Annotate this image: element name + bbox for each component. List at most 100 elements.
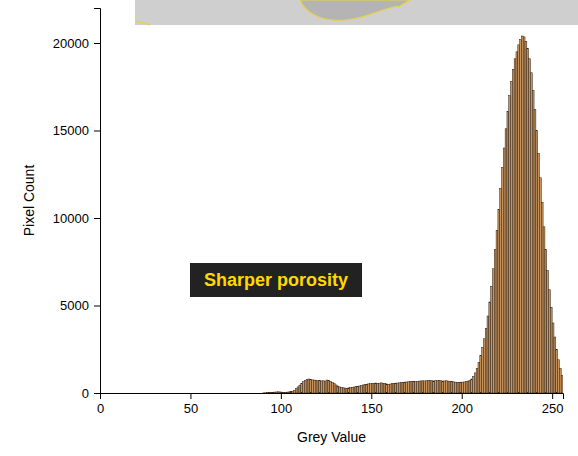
histogram-bar: [417, 381, 419, 393]
y-axis-tick-label: 20000: [53, 36, 89, 51]
histogram-bar: [180, 393, 182, 394]
histogram-bar: [539, 178, 541, 393]
histogram-bar: [438, 380, 440, 393]
histogram-bar: [313, 380, 315, 393]
histogram-bar: [277, 392, 279, 393]
histogram-bar: [248, 393, 250, 394]
histogram-bar: [140, 393, 142, 394]
histogram-bar: [467, 381, 469, 393]
histogram-bar: [480, 355, 482, 393]
histogram-bar: [133, 393, 135, 394]
histogram-bar: [464, 382, 466, 393]
histogram-bar: [339, 387, 341, 393]
histogram-bar: [487, 316, 489, 393]
y-axis-tick: 5000: [60, 298, 100, 313]
histogram-bar: [196, 393, 198, 394]
histogram-bar: [120, 393, 122, 394]
x-axis-tick-mark: [190, 393, 191, 399]
histogram-bar: [330, 381, 332, 393]
histogram-bar: [207, 393, 209, 394]
y-axis-title: Pixel Count: [21, 165, 37, 237]
histogram-bar: [471, 379, 473, 393]
histogram-bar: [364, 385, 366, 393]
histogram-bar: [172, 393, 174, 394]
histogram-bar: [152, 393, 154, 394]
x-axis-tick-label: 250: [542, 401, 564, 416]
histogram-bar: [147, 393, 149, 394]
histogram-bar: [541, 202, 543, 393]
histogram-bar: [283, 392, 285, 393]
histogram-bar: [402, 382, 404, 393]
histogram-bar: [236, 393, 238, 394]
histogram-bar: [388, 384, 390, 393]
histogram-bar: [219, 393, 221, 394]
histogram-bar: [145, 393, 147, 394]
histogram-bar: [203, 393, 205, 394]
image-strip: [135, 0, 578, 25]
x-axis-title: Grey Value: [297, 429, 366, 445]
x-axis-tick-mark: [462, 393, 463, 399]
histogram-bar: [503, 148, 505, 393]
histogram-bar: [218, 393, 220, 394]
histogram-bar: [502, 167, 504, 393]
histogram-bar: [321, 381, 323, 393]
histogram-bar: [228, 393, 230, 394]
histogram-bar: [516, 52, 518, 393]
histogram-bar: [435, 381, 437, 393]
histogram-bar: [256, 393, 258, 394]
y-axis-tick-label: 10000: [53, 211, 89, 226]
histogram-bar: [245, 393, 247, 394]
image-strip-shape: [300, 0, 410, 20]
histogram-bar: [308, 379, 310, 393]
histogram-bar: [462, 382, 464, 393]
histogram-bar: [353, 387, 355, 393]
histogram-bar: [261, 393, 263, 394]
y-axis-tick-mark: [94, 131, 100, 132]
histogram-bar: [529, 59, 531, 393]
histogram-bar: [114, 393, 116, 394]
histogram-bar: [335, 385, 337, 393]
histogram-bar: [230, 393, 232, 394]
histogram-bar: [167, 393, 169, 394]
histogram-bar: [169, 393, 171, 394]
histogram-bar: [223, 393, 225, 394]
histogram-bar: [500, 188, 502, 393]
histogram-bar: [384, 384, 386, 393]
histogram-bar: [523, 37, 525, 393]
y-axis-tick: 0: [82, 386, 100, 401]
histogram-bar: [174, 393, 176, 394]
histogram-bar: [124, 393, 126, 394]
x-axis-tick-mark: [281, 393, 282, 399]
histogram-bar: [315, 380, 317, 393]
histogram-bar: [265, 392, 267, 393]
annotation-box: [190, 263, 362, 297]
histogram-bar: [558, 360, 560, 393]
histogram-bar: [105, 393, 107, 394]
image-strip-edge: [135, 21, 150, 25]
histogram-bar: [489, 302, 491, 393]
x-axis-tick-label: 0: [97, 401, 104, 416]
histogram-bar: [205, 393, 207, 394]
histogram-bar: [406, 382, 408, 393]
histogram-bar: [355, 387, 357, 393]
histogram-bar: [498, 209, 500, 393]
x-axis-tick-mark: [552, 393, 553, 399]
histogram-bar: [297, 387, 299, 393]
chart: 05010015020025005000100001500020000Grey …: [0, 0, 578, 456]
histogram-bar: [252, 393, 254, 394]
x-axis-tick-label: 50: [184, 401, 198, 416]
histogram-bar: [310, 379, 312, 393]
histogram-bar: [561, 376, 563, 394]
histogram-bar: [342, 388, 344, 393]
histogram-bar: [453, 382, 455, 393]
histogram-bar: [299, 385, 301, 393]
histogram-bar: [243, 393, 245, 394]
histogram-bar: [359, 386, 361, 393]
histogram-bar: [456, 383, 458, 394]
histogram-bar: [368, 384, 370, 393]
y-axis-tick: 10000: [53, 211, 100, 226]
histogram-bar: [198, 393, 200, 394]
histogram-bar: [275, 392, 277, 393]
histogram-bar: [422, 381, 424, 393]
histogram-bar: [525, 41, 527, 393]
